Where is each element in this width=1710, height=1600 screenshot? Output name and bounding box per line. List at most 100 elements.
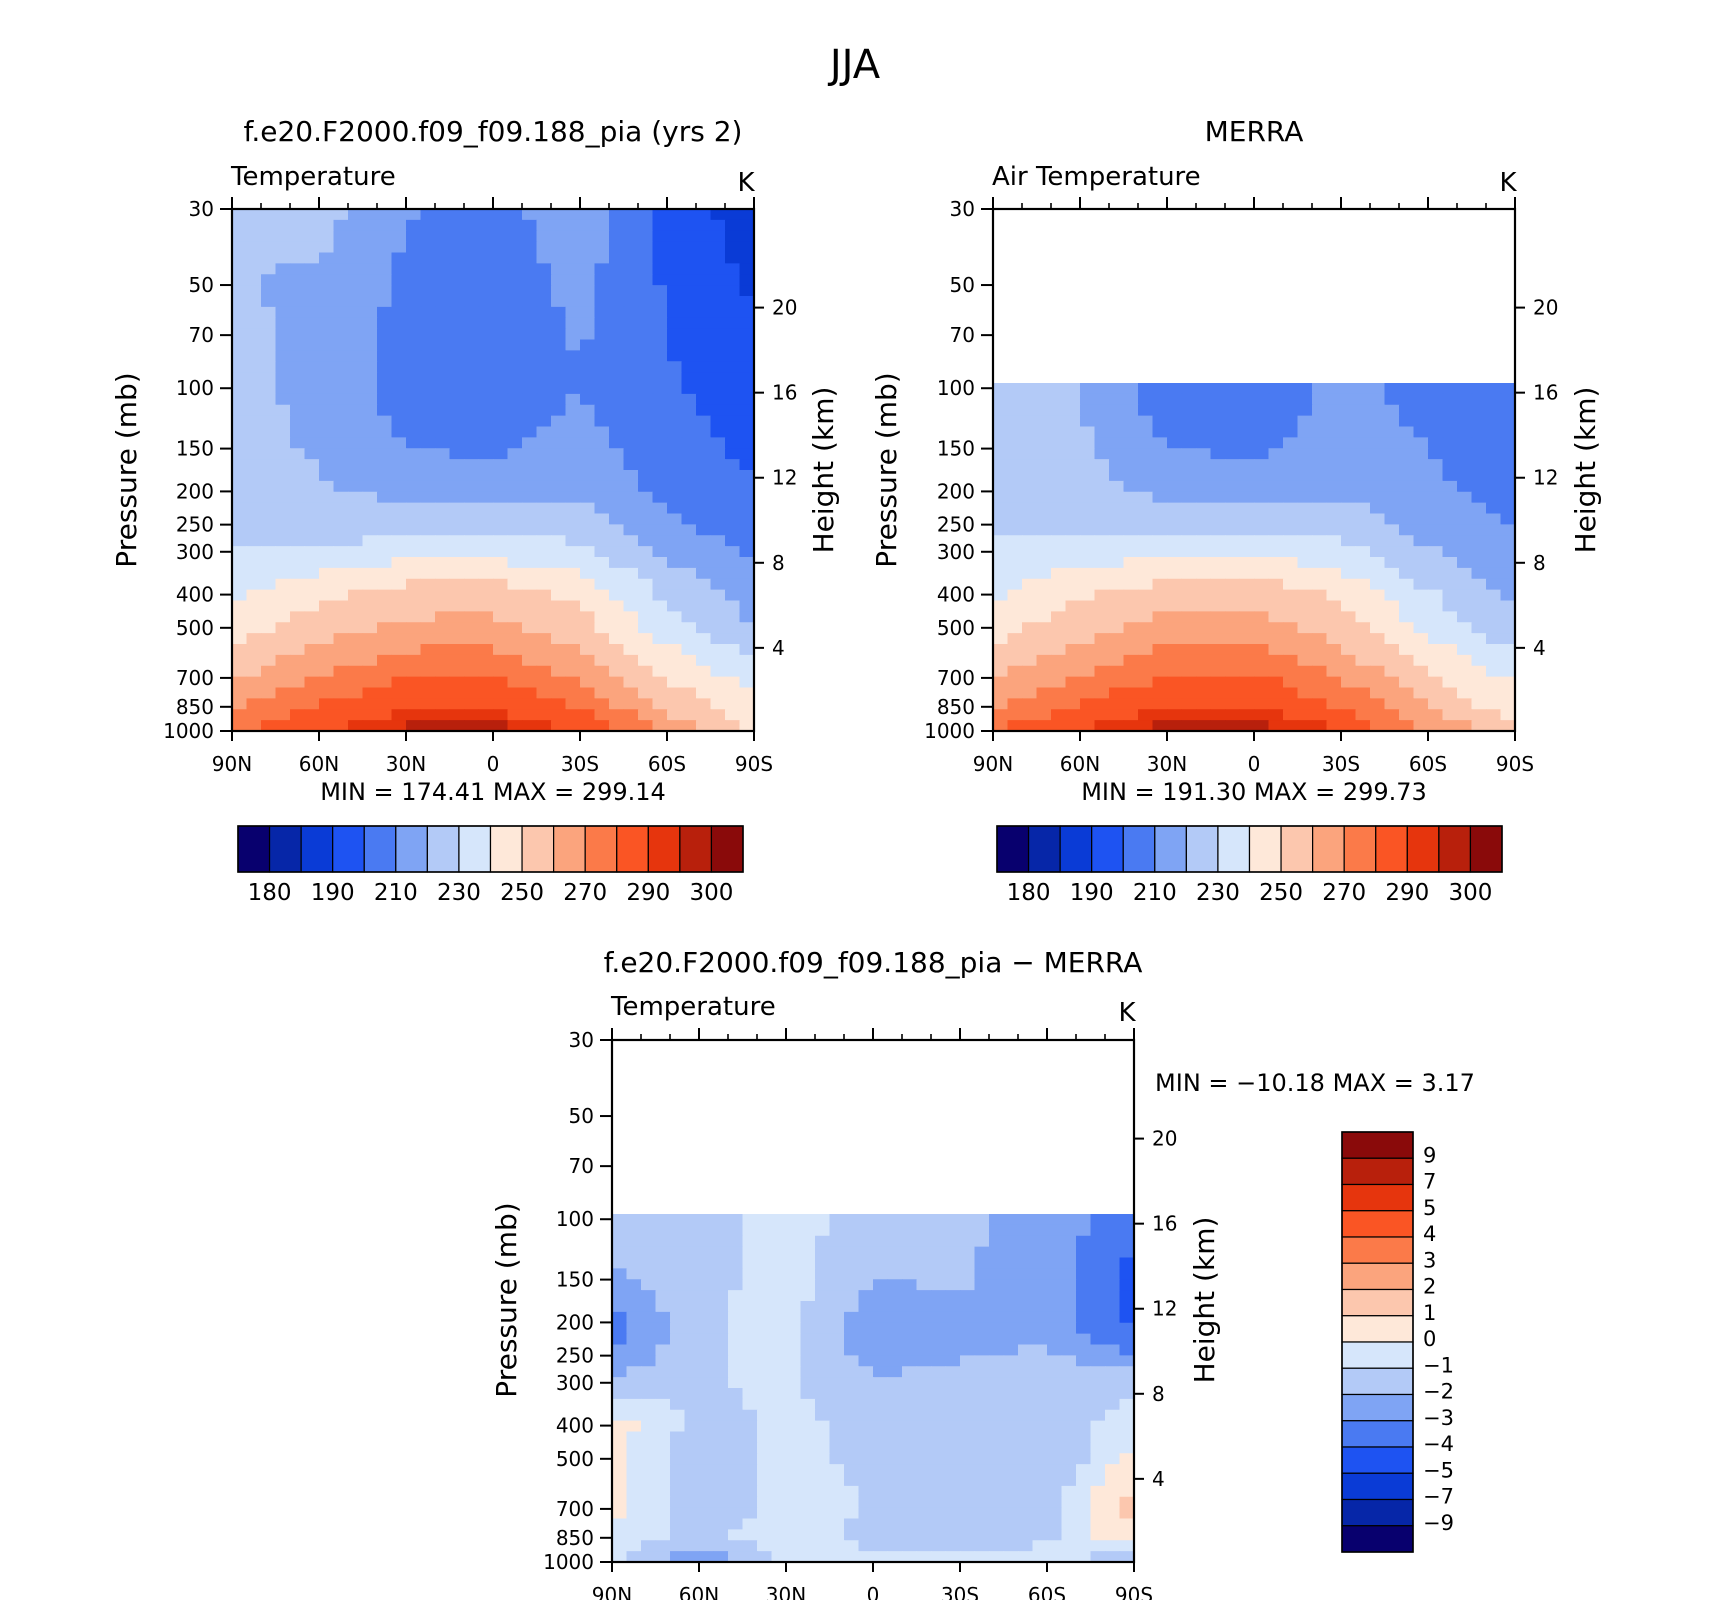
field-cell (684, 1257, 700, 1269)
field-cell (609, 209, 625, 221)
field-cell (1109, 437, 1125, 449)
field-cell (1486, 513, 1502, 525)
field-cell (1181, 502, 1197, 515)
field-cell (449, 426, 465, 438)
field-cell (580, 328, 596, 341)
field-cell (1471, 600, 1487, 612)
field-cell (655, 1420, 671, 1433)
field-cell (667, 622, 683, 634)
field-cell (1003, 1333, 1019, 1346)
field-cell (1428, 426, 1444, 438)
field-cell (1297, 502, 1313, 515)
field-cell (1109, 687, 1125, 699)
field-cell (1090, 1442, 1106, 1454)
field-cell (232, 676, 248, 689)
field-cell (887, 1442, 903, 1454)
field-cell (1341, 622, 1357, 634)
field-cell (1003, 1366, 1019, 1378)
field-cell (391, 654, 407, 667)
field-cell (1486, 633, 1502, 645)
colorbar-swatch (1185, 825, 1219, 873)
field-cell (873, 1496, 889, 1509)
field-cell (391, 720, 407, 732)
field-cell (652, 611, 668, 623)
field-cell (507, 219, 523, 232)
field-cell (377, 209, 393, 221)
field-cell (1384, 480, 1400, 493)
field-cell (261, 709, 277, 721)
field-cell (1210, 589, 1226, 602)
field-cell (1312, 513, 1328, 525)
field-cell (536, 285, 552, 297)
field-cell (1471, 557, 1487, 569)
field-cell (1076, 1431, 1092, 1443)
field-cell (1254, 654, 1270, 667)
field-cell (261, 274, 277, 286)
field-cell (638, 665, 654, 678)
field-cell (960, 1355, 976, 1367)
field-cell (493, 230, 509, 243)
field-cell (1109, 393, 1125, 406)
field-cell (902, 1355, 918, 1367)
field-cell (290, 263, 306, 275)
field-cell (1471, 535, 1487, 547)
field-cell (1225, 622, 1241, 634)
field-cell (1032, 1322, 1048, 1335)
field-cell (858, 1518, 874, 1530)
field-cell (742, 1453, 758, 1465)
field-cell (829, 1290, 845, 1302)
field-cell (725, 470, 741, 482)
field-cell (771, 1409, 787, 1422)
field-cell (406, 252, 422, 264)
field-cell (232, 491, 248, 504)
field-cell (902, 1224, 918, 1237)
field-cell (623, 709, 639, 721)
field-cell (1076, 1529, 1092, 1541)
field-cell (348, 480, 364, 493)
field-cell (449, 491, 465, 504)
field-cell (1283, 502, 1299, 515)
field-cell (974, 1333, 990, 1346)
field-cell (551, 339, 567, 351)
field-cell (945, 1290, 961, 1302)
field-cell (612, 1366, 628, 1378)
field-cell (1268, 611, 1284, 623)
field-cell (609, 263, 625, 275)
field-cell (638, 589, 654, 602)
field-cell (1094, 480, 1110, 493)
field-cell (478, 654, 494, 667)
field-cell (348, 557, 364, 569)
field-cell (1283, 676, 1299, 689)
field-cell (580, 448, 596, 460)
field-cell (609, 709, 625, 721)
field-cell (1297, 720, 1313, 732)
field-cell (681, 448, 697, 460)
field-cell (1442, 644, 1458, 656)
field-cell (1370, 567, 1386, 580)
field-cell (945, 1301, 961, 1313)
field-cell (725, 328, 741, 341)
field-cell (1500, 393, 1516, 406)
field-cell (739, 328, 755, 341)
field-cell (742, 1540, 758, 1552)
field-cell (638, 383, 654, 395)
field-cell (1123, 437, 1139, 449)
field-cell (1442, 448, 1458, 460)
field-cell (725, 383, 741, 395)
field-cell (406, 426, 422, 438)
field-cell (667, 491, 683, 504)
field-cell (1051, 459, 1067, 471)
field-cell (1500, 491, 1516, 504)
field-cell (478, 600, 494, 612)
field-cell (1018, 1518, 1034, 1530)
field-cell (1297, 578, 1313, 591)
field-cell (1297, 393, 1313, 406)
field-cell (275, 676, 291, 689)
colorbar-swatch (1341, 1498, 1414, 1527)
field-cell (739, 567, 755, 580)
field-cell (348, 437, 364, 449)
field-cell (449, 698, 465, 710)
field-cell (507, 622, 523, 634)
field-cell (725, 665, 741, 678)
field-cell (1032, 1518, 1048, 1530)
